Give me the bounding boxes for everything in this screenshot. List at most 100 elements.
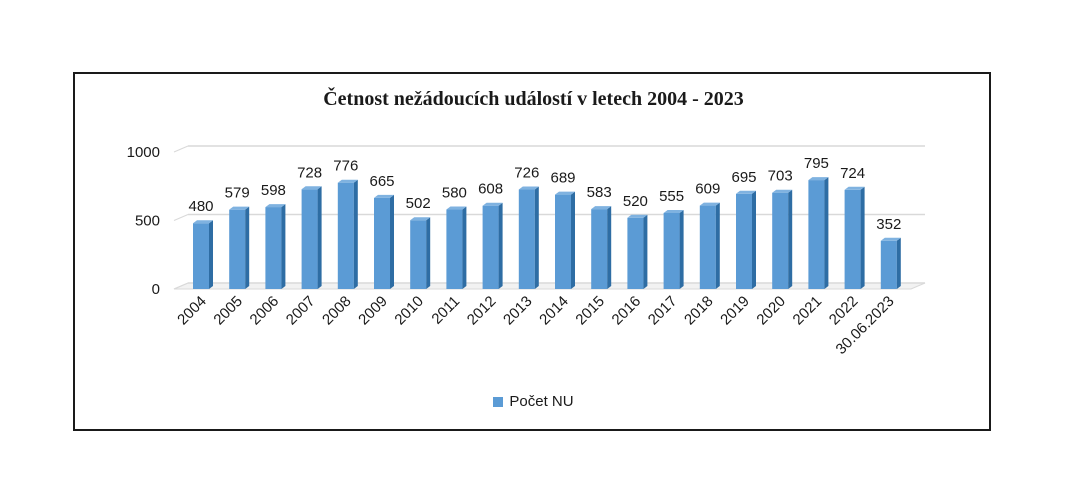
x-tick-label: 2020 <box>753 293 789 329</box>
y-tick-label: 500 <box>135 213 160 230</box>
bar-top <box>555 191 575 195</box>
bar-top <box>518 186 539 190</box>
bar <box>482 205 499 289</box>
x-tick-label: 2014 <box>536 293 572 329</box>
data-label: 555 <box>659 188 684 205</box>
bar-side <box>281 204 286 289</box>
x-tick-label: 2007 <box>283 293 319 329</box>
data-label: 665 <box>369 173 394 190</box>
bar <box>844 189 861 289</box>
x-tick-label: 2012 <box>464 293 500 329</box>
bar-top <box>627 214 648 218</box>
bar-top <box>193 220 213 224</box>
data-label: 502 <box>406 195 431 212</box>
x-tick-label: 2019 <box>717 293 753 329</box>
data-label: 352 <box>876 216 901 233</box>
bar-side <box>353 179 358 289</box>
bar-side <box>534 186 539 289</box>
chart-title: Četnost nežádoucích událostí v letech 20… <box>323 88 744 110</box>
bar-side <box>390 194 394 289</box>
bar-side <box>209 220 213 289</box>
data-label: 583 <box>587 184 612 201</box>
data-label: 776 <box>333 158 358 175</box>
bar-side <box>498 202 503 289</box>
bar-top <box>301 186 322 190</box>
y-tick-label: 0 <box>152 281 160 298</box>
bar <box>337 182 354 289</box>
y-tick-label: 1000 <box>127 144 160 161</box>
bar-side <box>426 217 431 289</box>
data-label: 598 <box>261 182 286 199</box>
gridline-depth <box>173 214 189 221</box>
data-label: 579 <box>225 185 250 202</box>
x-tick-label: 2013 <box>500 293 536 329</box>
bar <box>301 189 318 289</box>
bar-top <box>374 194 394 198</box>
bar-top <box>736 190 756 194</box>
data-label: 795 <box>804 155 829 172</box>
x-tick-label: 2018 <box>681 293 717 329</box>
legend-label: Počet NU <box>509 393 574 410</box>
bar-side <box>824 177 829 289</box>
bar-top <box>880 237 901 241</box>
bar-side <box>607 206 612 289</box>
bar <box>555 194 571 289</box>
bar <box>265 207 282 289</box>
bar <box>627 217 644 289</box>
bar-top <box>699 202 720 206</box>
x-tick-label: 2008 <box>319 293 355 329</box>
data-label: 520 <box>623 193 648 210</box>
x-tick-label: 2017 <box>645 293 681 329</box>
legend: Počet NU <box>0 393 1067 410</box>
x-tick-label: 2016 <box>609 293 645 329</box>
bar <box>446 209 463 289</box>
bar-side <box>788 189 793 289</box>
bar-side <box>752 190 756 289</box>
data-label: 480 <box>188 198 213 215</box>
x-tick-label: 2011 <box>428 293 463 328</box>
bar-top <box>446 206 467 210</box>
data-label: 580 <box>442 185 467 202</box>
bar-top <box>410 217 431 221</box>
bar <box>663 212 680 289</box>
bar <box>193 223 209 289</box>
bar <box>229 209 246 289</box>
data-label: 724 <box>840 165 865 182</box>
bar-top <box>663 209 684 213</box>
data-label: 608 <box>478 181 503 198</box>
data-label: 703 <box>768 168 793 185</box>
bar <box>374 197 390 289</box>
bar-side <box>896 237 901 289</box>
x-tick-label: 2006 <box>247 293 283 329</box>
bar <box>772 192 789 289</box>
bar <box>699 205 716 289</box>
gridline-depth <box>173 282 189 290</box>
bar-top <box>772 189 793 193</box>
bar <box>808 180 825 289</box>
bar-side <box>679 209 684 289</box>
x-tick-label: 2015 <box>572 293 608 329</box>
bar-side <box>643 214 648 289</box>
bar-top <box>229 206 250 210</box>
bar-top <box>482 202 503 206</box>
bar-side <box>317 186 322 289</box>
data-label: 695 <box>731 169 756 186</box>
bar-side <box>860 186 865 289</box>
x-tick-label: 2009 <box>355 293 391 329</box>
bar-side <box>245 206 250 289</box>
data-label: 728 <box>297 164 322 181</box>
legend-swatch <box>493 396 504 407</box>
bar-top <box>844 186 865 190</box>
bar-top <box>337 179 358 183</box>
x-tick-label: 2005 <box>210 293 246 329</box>
data-label: 726 <box>514 165 539 182</box>
bar <box>880 240 897 289</box>
bar-side <box>571 191 575 289</box>
bar-side <box>462 206 467 289</box>
bar-side <box>715 202 720 289</box>
gridline-depth <box>173 145 189 153</box>
bar <box>591 209 608 289</box>
bar <box>736 193 752 289</box>
data-label: 689 <box>550 170 575 187</box>
